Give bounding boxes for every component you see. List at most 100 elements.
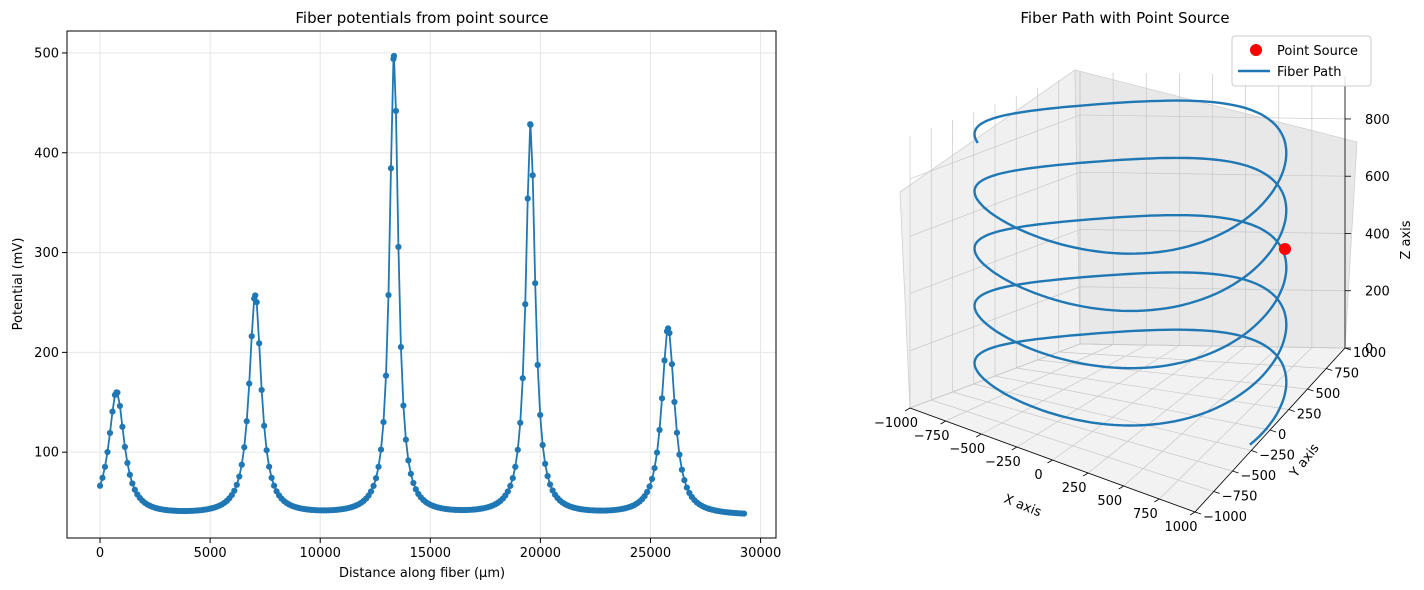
- wall-grid-line: [909, 114, 1346, 180]
- fiber-path-3d-chart: Fiber Path with Point Source −1000 −750 −5…: [874, 9, 1414, 535]
- wall-grid-line: [909, 171, 1346, 237]
- data-point: [392, 107, 400, 115]
- y-tick-mark-3d: [1232, 470, 1239, 474]
- data-point: [241, 444, 248, 451]
- z-tick-label: 200: [1365, 285, 1390, 300]
- x-tick-mark-3d: [1082, 472, 1089, 477]
- wall-grid-line: [909, 343, 1346, 409]
- data-point: [270, 482, 278, 489]
- data-point: [509, 475, 516, 482]
- data-point: [375, 463, 382, 470]
- y-tick-label-3d: 1000: [1353, 346, 1386, 361]
- data-point: [402, 436, 409, 443]
- y-axis: 100 200 300 400 500: [34, 46, 67, 461]
- data-point: [380, 419, 387, 426]
- z-tick-label: 600: [1365, 170, 1390, 185]
- x-tick-mark-3d: [976, 433, 982, 438]
- axis-edges: [909, 347, 1346, 513]
- legend-point-source-label: Point Source: [1277, 44, 1358, 59]
- data-point: [236, 473, 243, 480]
- floor-grid-line: [994, 375, 1271, 431]
- y-tick-label: 300: [34, 246, 59, 261]
- data-point: [504, 488, 511, 495]
- data-point: [544, 473, 551, 480]
- data-point: [248, 333, 255, 340]
- x-tick-label: 10000: [300, 546, 341, 561]
- x-axis-label-3d: X axis: [1002, 492, 1044, 521]
- helix-line: [973, 99, 1288, 446]
- data-point: [656, 426, 663, 434]
- data-point: [268, 474, 275, 481]
- x-tick-mark-3d: [1118, 485, 1124, 490]
- x-tick-mark-3d: [940, 420, 946, 425]
- y-tick-label-3d: 750: [1334, 367, 1359, 382]
- data-point: [658, 395, 666, 402]
- y-tick-label-3d: −500: [1241, 469, 1277, 484]
- x-tick-mark-3d: [1011, 446, 1018, 451]
- x-tick-label: 30000: [740, 546, 781, 561]
- data-point: [537, 411, 544, 419]
- data-point: [407, 470, 414, 477]
- chart-title-3d: Fiber Path with Point Source: [1020, 9, 1229, 27]
- legend-fiber-path-label: Fiber Path: [1277, 65, 1341, 80]
- data-point: [522, 301, 529, 308]
- data-point: [539, 441, 546, 449]
- data-point: [119, 423, 126, 430]
- data-point: [646, 483, 653, 490]
- floor-grid-line: [1087, 346, 1246, 474]
- y-tick-label: 200: [34, 346, 59, 361]
- data-point: [233, 481, 240, 488]
- data-point: [116, 402, 124, 410]
- y-tick-mark-3d: [1251, 450, 1258, 453]
- y-tick-label-3d: −1000: [1203, 510, 1247, 525]
- x-tick-mark-3d: [904, 407, 911, 412]
- data-point: [99, 474, 106, 481]
- x-tick-label-3d: 500: [1097, 494, 1122, 509]
- data-point: [410, 479, 417, 487]
- data-point: [673, 429, 681, 436]
- y-tick-label-3d: 500: [1316, 387, 1341, 402]
- fiber-path: [973, 99, 1291, 446]
- data-point: [683, 484, 690, 491]
- y-tick-mark-3d: [1194, 511, 1202, 515]
- data-point: [671, 398, 678, 406]
- data-point: [519, 375, 526, 382]
- data-point: [96, 482, 104, 489]
- y-tick-label-3d: −750: [1222, 490, 1258, 505]
- data-point: [666, 329, 673, 337]
- data-point: [387, 165, 395, 172]
- plot-frame: [66, 30, 777, 539]
- y-tick-mark-3d: [1213, 491, 1220, 494]
- y-tick-label: 500: [34, 46, 59, 61]
- data-point: [653, 449, 661, 456]
- y-tick-mark-3d: [1288, 409, 1295, 412]
- wall-grid-line: [909, 286, 1346, 352]
- data-point: [106, 429, 114, 437]
- data-point: [243, 418, 250, 425]
- data-point: [377, 446, 385, 453]
- x-tick-label: 20000: [520, 546, 561, 561]
- data-point: [514, 446, 521, 453]
- x-tick-label: 15000: [410, 546, 451, 561]
- data-point: [382, 372, 390, 379]
- data-point: [534, 361, 541, 369]
- x-tick-label-3d: 750: [1133, 507, 1158, 522]
- data-point: [263, 447, 270, 454]
- data-point: [266, 463, 273, 470]
- data-point: [124, 459, 131, 466]
- data-point: [507, 482, 514, 489]
- z-tick-label: 800: [1365, 113, 1390, 128]
- back-pane-right: [1074, 69, 1358, 349]
- axes-3d: −1000−750−500−25002505007501000100075050…: [874, 76, 1390, 535]
- data-point: [370, 482, 377, 489]
- x-axis-label: Distance along fiber (µm): [339, 566, 505, 581]
- data-point: [126, 471, 133, 478]
- y-tick-label: 400: [34, 146, 59, 161]
- data-point: [524, 195, 531, 202]
- data-point: [253, 299, 260, 306]
- z-axis-label-3d: Z axis: [1399, 220, 1414, 259]
- data-point: [129, 480, 136, 487]
- legend: Point Source Fiber Path: [1231, 35, 1372, 87]
- data-point: [532, 280, 539, 287]
- data-point: [246, 380, 253, 387]
